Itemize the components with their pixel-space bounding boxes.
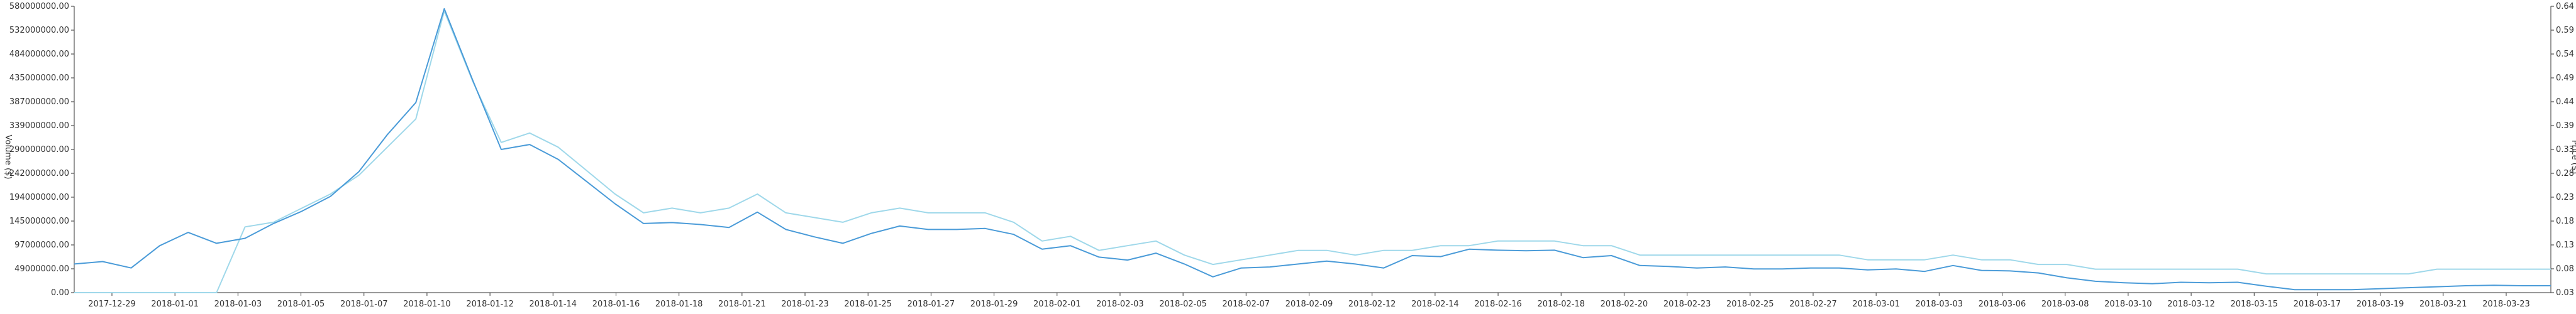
x-tick-label: 2018-02-12 [1348, 300, 1396, 309]
x-tick-label: 2018-01-25 [844, 300, 892, 309]
x-tick-label: 2018-01-27 [908, 300, 955, 309]
x-tick-label: 2018-02-18 [1537, 300, 1585, 309]
right-axis-label: Price ($) [2570, 140, 2576, 174]
x-tick-label: 2018-02-05 [1159, 300, 1207, 309]
left-tick-label: 290000000.00 [9, 145, 69, 154]
x-tick-label: 2018-02-20 [1601, 300, 1648, 309]
x-tick-label: 2018-03-06 [1979, 300, 2026, 309]
x-tick-label: 2018-03-19 [2357, 300, 2404, 309]
x-tick-label: 2018-03-03 [1916, 300, 1963, 309]
price-series-line [74, 10, 2551, 293]
x-tick-label: 2018-01-29 [970, 300, 1018, 309]
x-tick-label: 2018-01-01 [151, 300, 199, 309]
x-tick-label: 2018-03-15 [2230, 300, 2278, 309]
right-y-axis: 0.03 0.08 0.13 0.18 0.23 0.28 0.33 0.39 0.44 0.49… [2550, 2, 2574, 298]
x-tick-label: 2018-01-05 [277, 300, 325, 309]
x-tick-label: 2018-03-01 [1852, 300, 1900, 309]
right-tick-label: 0.64 [2556, 2, 2574, 11]
x-tick-label: 2018-02-01 [1033, 300, 1081, 309]
left-tick-label: 580000000.00 [9, 2, 69, 11]
x-tick-label: 2018-02-27 [1789, 300, 1837, 309]
right-tick-label: 0.23 [2556, 193, 2574, 202]
right-tick-label: 0.13 [2556, 241, 2574, 250]
right-tick-label: 0.18 [2556, 217, 2574, 226]
x-tick-label: 2018-03-08 [2041, 300, 2089, 309]
volume-series-line [74, 8, 2551, 291]
x-tick-label: 2018-02-03 [1096, 300, 1144, 309]
x-tick-label: 2018-02-23 [1663, 300, 1711, 309]
x-tick-label: 2018-03-21 [2419, 300, 2467, 309]
left-tick-label: 387000000.00 [9, 97, 69, 107]
x-tick-label: 2018-02-09 [1285, 300, 1333, 309]
left-tick-label: 242000000.00 [9, 169, 69, 178]
left-tick-label: 339000000.00 [9, 121, 69, 131]
right-tick-label: 0.33 [2556, 145, 2574, 154]
left-tick-label: 532000000.00 [9, 26, 69, 35]
right-tick-label: 0.28 [2556, 169, 2574, 178]
x-tick-label: 2018-01-07 [340, 300, 388, 309]
right-tick-label: 0.08 [2556, 264, 2574, 274]
right-tick-label: 0.44 [2556, 97, 2574, 107]
left-tick-label: 0.00 [51, 288, 69, 298]
x-tick-label: 2018-03-17 [2294, 300, 2341, 309]
x-tick-label: 2018-02-14 [1411, 300, 1459, 309]
x-tick-label: 2018-01-16 [592, 300, 640, 309]
right-tick-label: 0.54 [2556, 50, 2574, 59]
left-tick-label: 97000000.00 [14, 241, 69, 250]
left-tick-label: 484000000.00 [9, 50, 69, 59]
left-tick-label: 49000000.00 [14, 264, 69, 274]
x-tick-label: 2018-02-07 [1223, 300, 1270, 309]
right-tick-label: 0.39 [2556, 121, 2574, 131]
x-tick-label: 2018-01-03 [214, 300, 262, 309]
x-tick-label: 2018-01-23 [781, 300, 829, 309]
left-tick-label: 145000000.00 [9, 217, 69, 226]
x-tick-label: 2018-01-10 [403, 300, 451, 309]
x-tick-label: 2018-02-25 [1726, 300, 1774, 309]
x-tick-label: 2018-01-18 [655, 300, 703, 309]
right-tick-label: 0.49 [2556, 73, 2574, 83]
x-tick-label: 2018-02-16 [1474, 300, 1522, 309]
right-tick-label: 0.03 [2556, 288, 2574, 298]
x-tick-label: 2018-03-23 [2482, 300, 2530, 309]
x-tick-label: 2018-03-10 [2104, 300, 2152, 309]
left-tick-label: 435000000.00 [9, 73, 69, 83]
x-tick-label: 2018-01-12 [466, 300, 514, 309]
left-tick-label: 194000000.00 [9, 193, 69, 202]
series-layer [74, 8, 2551, 293]
right-tick-label: 0.59 [2556, 26, 2574, 35]
left-axis-label: Volume ($) [3, 135, 13, 180]
x-tick-label: 2017-12-29 [88, 300, 136, 309]
left-y-axis: 0.00 49000000.00 97000000.00 145000000.00 19… [9, 2, 75, 298]
x-tick-label: 2018-03-12 [2167, 300, 2215, 309]
x-tick-label: 2018-01-14 [530, 300, 577, 309]
x-axis: 2017-12-29 2018-01-01 2018-01-03 2018-01-05… [74, 292, 2551, 309]
x-tick-label: 2018-01-21 [718, 300, 766, 309]
